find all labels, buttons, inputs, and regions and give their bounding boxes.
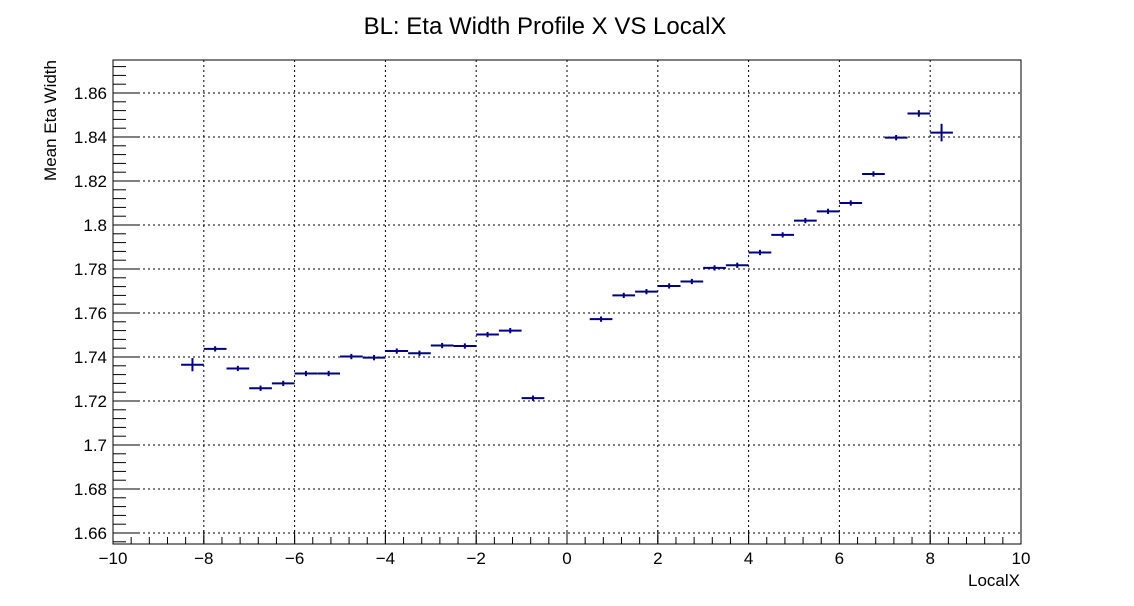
chart-title: BL: Eta Width Profile X VS LocalX: [364, 13, 727, 40]
data-point: [680, 278, 704, 285]
data-point: [816, 208, 840, 214]
data-point: [794, 217, 817, 224]
data-point: [725, 262, 749, 268]
x-tick-label: −6: [285, 549, 304, 568]
y-tick-label: 1.66: [74, 524, 107, 543]
data-point: [271, 380, 295, 387]
data-point: [521, 395, 545, 401]
y-tick-label: 1.76: [74, 304, 107, 323]
data-point: [203, 346, 227, 352]
data-point: [907, 110, 931, 117]
data-point: [476, 331, 499, 338]
x-axis-label: LocalX: [968, 571, 1020, 590]
x-tick-label: 10: [1012, 549, 1031, 568]
y-tick-label: 1.72: [74, 392, 107, 411]
data-point: [930, 123, 953, 142]
data-points: [181, 110, 953, 401]
data-point: [226, 365, 250, 372]
data-point: [249, 385, 272, 391]
data-point: [862, 171, 885, 177]
x-tick-label: 2: [653, 549, 662, 568]
data-point: [362, 355, 386, 361]
y-tick-label: 1.82: [74, 172, 107, 191]
x-axis: −10 −8 −6 −4 −2 0 2 4 6 8 10: [99, 530, 1031, 568]
data-point: [589, 316, 613, 322]
y-tick-label: 1.7: [83, 436, 107, 455]
data-point: [612, 292, 636, 299]
data-point: [408, 350, 431, 356]
y-tick-label: 1.74: [74, 348, 107, 367]
y-tick-label: 1.8: [83, 216, 107, 235]
y-tick-label: 1.78: [74, 260, 107, 279]
data-point: [340, 353, 363, 360]
x-tick-label: 4: [744, 549, 753, 568]
data-point: [385, 348, 409, 354]
data-point: [748, 249, 772, 256]
y-tick-label: 1.68: [74, 480, 107, 499]
grid: [113, 60, 1021, 544]
x-tick-label: −2: [467, 549, 486, 568]
data-point: [453, 343, 477, 349]
data-point: [498, 327, 522, 334]
data-point: [317, 370, 340, 377]
y-axis: 1.66 1.68 1.7 1.72 1.74 1.76 1.78 1.8 1.82 1.84 1.…: [74, 66, 139, 543]
y-axis-label: Mean Eta Width: [41, 60, 60, 181]
x-tick-label: −8: [194, 549, 213, 568]
data-point: [703, 265, 726, 271]
x-tick-label: −4: [376, 549, 395, 568]
data-point: [771, 232, 794, 238]
data-point: [657, 283, 681, 289]
y-tick-label: 1.84: [74, 128, 107, 147]
data-point: [181, 358, 204, 372]
data-point: [294, 370, 318, 377]
data-point: [884, 135, 908, 141]
x-tick-label: 0: [562, 549, 571, 568]
x-tick-label: 8: [925, 549, 934, 568]
x-tick-label: 6: [835, 549, 844, 568]
data-point: [430, 342, 454, 349]
data-point: [635, 289, 658, 295]
data-point: [839, 200, 863, 206]
x-tick-label: −10: [99, 549, 128, 568]
y-tick-label: 1.86: [74, 84, 107, 103]
